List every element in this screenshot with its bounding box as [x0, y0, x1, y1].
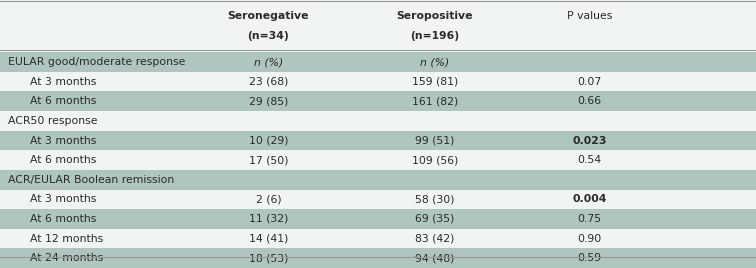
Text: At 6 months: At 6 months	[30, 96, 97, 106]
Text: P values: P values	[567, 11, 612, 21]
Text: 58 (30): 58 (30)	[415, 194, 454, 204]
Text: At 12 months: At 12 months	[30, 234, 104, 244]
Text: 0.07: 0.07	[578, 77, 602, 87]
Text: n (%): n (%)	[420, 57, 449, 67]
Text: 2 (6): 2 (6)	[256, 194, 281, 204]
Text: 94 (48): 94 (48)	[415, 253, 454, 263]
Bar	[0, 209, 756, 229]
Bar	[0, 52, 756, 72]
Text: 14 (41): 14 (41)	[249, 234, 288, 244]
Text: ACR50 response: ACR50 response	[8, 116, 97, 126]
Text: 17 (50): 17 (50)	[249, 155, 288, 165]
Text: 0.75: 0.75	[578, 214, 602, 224]
Bar	[0, 91, 756, 111]
Text: 23 (68): 23 (68)	[249, 77, 288, 87]
Text: At 24 months: At 24 months	[30, 253, 104, 263]
Text: At 3 months: At 3 months	[30, 194, 97, 204]
Text: (n=196): (n=196)	[411, 31, 459, 41]
Text: 0.54: 0.54	[578, 155, 602, 165]
Text: 161 (82): 161 (82)	[411, 96, 458, 106]
Bar	[0, 170, 756, 189]
Bar	[0, 248, 756, 268]
Bar	[0, 131, 756, 150]
Text: 29 (85): 29 (85)	[249, 96, 288, 106]
Text: At 3 months: At 3 months	[30, 136, 97, 146]
Text: n (%): n (%)	[254, 57, 283, 67]
Text: (n=34): (n=34)	[247, 31, 290, 41]
Text: 69 (35): 69 (35)	[415, 214, 454, 224]
Text: ACR/EULAR Boolean remission: ACR/EULAR Boolean remission	[8, 175, 174, 185]
Text: 10 (29): 10 (29)	[249, 136, 288, 146]
Text: 18 (53): 18 (53)	[249, 253, 288, 263]
Text: Seronegative: Seronegative	[228, 11, 309, 21]
Text: EULAR good/moderate response: EULAR good/moderate response	[8, 57, 185, 67]
Text: 0.023: 0.023	[572, 136, 607, 146]
Text: 0.59: 0.59	[578, 253, 602, 263]
Text: 0.90: 0.90	[578, 234, 602, 244]
Text: At 3 months: At 3 months	[30, 77, 97, 87]
Text: 11 (32): 11 (32)	[249, 214, 288, 224]
Text: 159 (81): 159 (81)	[411, 77, 458, 87]
Text: At 6 months: At 6 months	[30, 214, 97, 224]
Text: 99 (51): 99 (51)	[415, 136, 454, 146]
Text: 0.66: 0.66	[578, 96, 602, 106]
Text: 109 (56): 109 (56)	[411, 155, 458, 165]
Text: At 6 months: At 6 months	[30, 155, 97, 165]
Text: Seropositive: Seropositive	[396, 11, 473, 21]
Text: 0.004: 0.004	[572, 194, 607, 204]
Text: 83 (42): 83 (42)	[415, 234, 454, 244]
